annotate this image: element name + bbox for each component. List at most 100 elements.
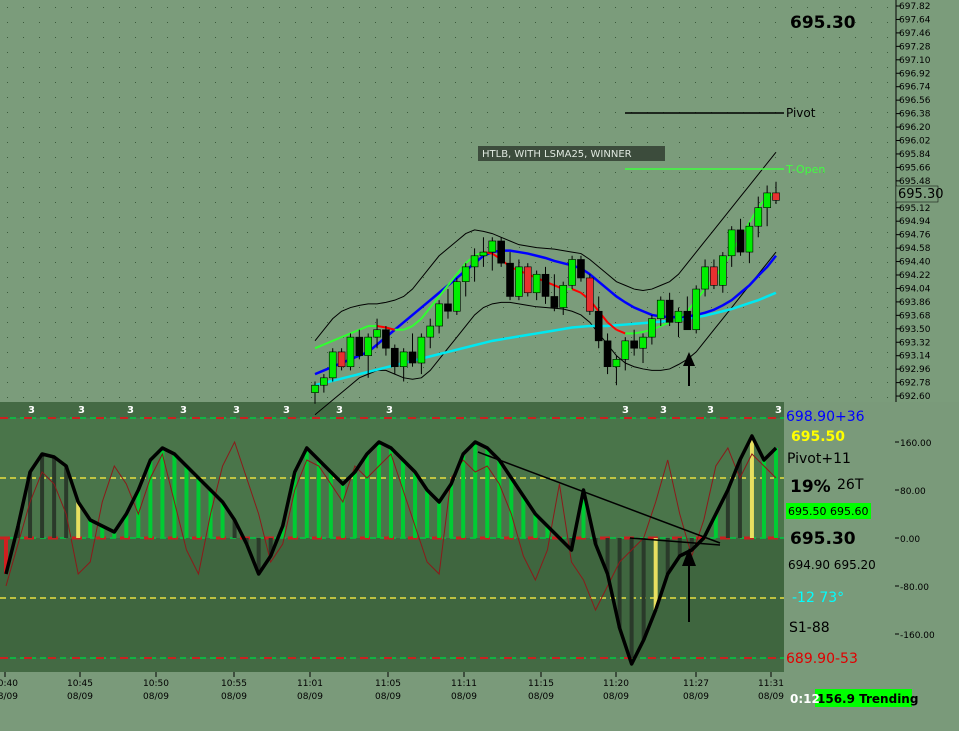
cci-tick-label: -160.00 [900,631,935,641]
date-tick-label: 08/09 [143,692,169,702]
price-tick-label: 697.28 [899,42,931,52]
cci-histogram-bar [725,490,730,538]
cci-histogram-bar [761,460,766,538]
info-line-6: 695.30 [790,529,856,549]
cci-histogram-bar [581,490,586,538]
cci-histogram-bar [280,526,285,538]
status-time: 0:12 [790,692,820,706]
status-trend-box [815,689,912,707]
time-tick-label: 11:20 [603,679,629,689]
cci-histogram-bar [389,448,393,538]
price-tick-label: 694.22 [899,271,931,281]
cci-histogram-bar [124,514,129,538]
candle [408,351,417,364]
time-tick-label: 10:40 [0,679,18,689]
date-tick-label: 08/09 [67,692,93,702]
last-price: 695.30 [790,13,856,33]
cci-histogram-bar [545,526,550,538]
candle [328,351,337,379]
candle [435,303,443,327]
cci-histogram-bar [340,484,345,538]
lsma-segment [323,339,334,346]
candle [568,259,576,286]
cci-histogram-bar [88,520,93,538]
lsma-segment [456,262,467,275]
signal-marker: 3 [707,405,714,416]
candle [417,336,426,364]
price-tick-label: 697.10 [899,56,931,66]
lsma-segment [350,328,360,335]
candle [355,336,364,356]
date-tick-label: 08/09 [451,692,477,702]
candle [346,336,355,368]
cci-tick-label: 80.00 [900,487,926,497]
candle [683,310,692,331]
cci-histogram-bar [509,478,514,538]
cci-series: 160.00 80.00 0.00 -80.00 -160.00 3 3 3 3 3 3 3 3 3 3 3 3 [0,405,935,666]
signal-marker: 3 [78,405,85,416]
lsma-segment [660,321,671,327]
candle [320,377,328,386]
cci-histogram-bar [485,448,490,538]
cci-histogram-bar [665,538,670,574]
candle [719,255,727,286]
cci-tick-label: 160.00 [900,439,932,449]
cci-histogram-bar [413,472,418,538]
price-tick-label: 697.46 [899,29,931,39]
candle [373,329,381,338]
band-upper [314,151,777,342]
price-tick-label: 693.32 [899,338,931,348]
price-tick-label: 692.96 [899,365,931,375]
candle [311,384,319,393]
price-tick-label: 697.64 [899,15,931,25]
candle [399,351,408,368]
cci-histogram-bar [232,520,237,538]
price-tick-label: 694.58 [899,244,931,254]
candle [630,340,638,349]
candle [701,266,709,290]
date-tick-label: 08/09 [603,692,629,702]
price-tick-label: 693.86 [899,298,931,308]
candle [772,192,780,201]
lsma-segment [447,273,458,286]
price-tick-label: 695.66 [899,163,931,173]
cci-histogram-bar [401,460,406,538]
price-tag-box [895,185,939,203]
lsma-segment [385,326,396,331]
cci-histogram-bar [774,448,778,538]
candle [453,281,461,312]
price-tick-label: 693.50 [899,325,931,335]
lsma-segment [341,332,351,339]
cci-line [4,434,778,666]
cci-histogram-bar [521,496,526,538]
price-tick-label: 697.82 [899,2,931,12]
cci-histogram-bar [437,502,442,538]
cci-histogram-bar [653,538,658,610]
cci-histogram-bar [473,442,478,538]
price-tick-label: 696.56 [899,96,931,106]
price-grid [0,0,888,402]
lsma-segment [606,321,618,331]
date-tick-label: 08/09 [375,692,401,702]
info-line-9: S1-88 [789,620,830,636]
candle [506,262,514,297]
info-line-10: 689.90-53 [786,651,858,667]
cci-histogram-bar [533,514,538,538]
axis-labels: 697.82 697.64 697.46 697.28 697.10 696.92 696.… [0,2,931,702]
lsma-segment [403,325,413,331]
cci-histogram-bar [689,538,694,550]
cci-trendline [477,451,721,544]
time-tick-label: 10:45 [67,679,93,689]
candle [648,318,656,338]
time-tick-label: 11:01 [297,679,323,689]
signal-marker: 3 [180,405,187,416]
signal-marker: 3 [386,405,393,416]
info-line-4-t: 26T [837,477,864,493]
status-trend: 156.9 Trending [817,692,918,706]
candle [479,251,488,257]
info-line-5: 695.50 695.60 [788,505,868,518]
time-axis [0,672,959,727]
price-series [311,151,780,416]
price-tick-label: 694.40 [899,258,931,268]
